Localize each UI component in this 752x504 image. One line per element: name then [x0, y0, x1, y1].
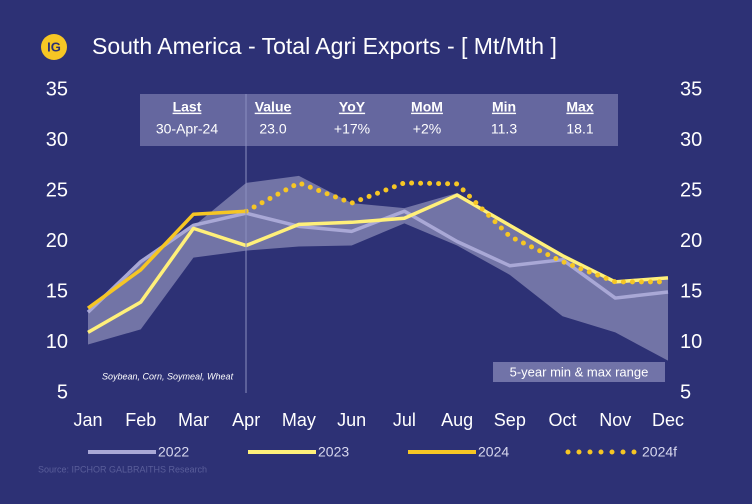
- table-header: Max: [566, 99, 593, 115]
- y-tick-label: 10: [46, 331, 68, 353]
- y2-tick-label: 10: [680, 331, 702, 353]
- x-tick-label: Jul: [393, 410, 416, 430]
- y-tick-label: 30: [46, 129, 68, 151]
- series-line: [86, 209, 247, 310]
- y-tick-label: 20: [46, 230, 68, 252]
- table-cell: 23.0: [259, 121, 286, 137]
- y-tick-label: 35: [46, 78, 68, 100]
- y2-tick-label: 5: [680, 381, 691, 403]
- table-header: MoM: [411, 99, 443, 115]
- annotation: Soybean, Corn, Soymeal, Wheat: [102, 371, 234, 381]
- table-header: Value: [255, 99, 292, 115]
- legend-label: 2024: [478, 444, 509, 460]
- table-cell: +17%: [334, 121, 370, 137]
- table-cell: 30-Apr-24: [156, 121, 218, 137]
- x-tick-label: Apr: [232, 410, 260, 430]
- y-tick-label: 5: [57, 381, 68, 403]
- range-band: [88, 175, 668, 361]
- x-tick-label: Jan: [73, 410, 102, 430]
- y2-tick-label: 15: [680, 280, 702, 302]
- y-tick-label: 15: [46, 280, 68, 302]
- chart-title: South America - Total Agri Exports - [ M…: [92, 33, 557, 59]
- x-tick-label: Dec: [652, 410, 684, 430]
- source: Source: IPCHOR GALBRAITHS Research: [38, 464, 207, 474]
- x-tick-label: Nov: [599, 410, 631, 430]
- y2-tick-label: 30: [680, 129, 702, 151]
- y2-tick-label: 20: [680, 230, 702, 252]
- x-tick-label: Feb: [125, 410, 156, 430]
- table-cell: 11.3: [491, 121, 517, 137]
- band-label-box: [493, 362, 665, 382]
- table-header: Last: [173, 99, 202, 115]
- legend-label: 2022: [158, 444, 189, 460]
- series-line: [87, 193, 669, 334]
- x-tick-label: Mar: [178, 410, 209, 430]
- table-cell: +2%: [413, 121, 441, 137]
- y2-tick-label: 25: [680, 179, 702, 201]
- x-tick-label: Jun: [337, 410, 366, 430]
- logo-circle: [41, 34, 67, 60]
- table-header: YoY: [339, 99, 366, 115]
- x-tick-label: May: [282, 410, 316, 430]
- x-tick-label: Sep: [494, 410, 526, 430]
- summary-box: [140, 94, 618, 146]
- table-header: Min: [492, 99, 516, 115]
- x-tick-label: Oct: [549, 410, 577, 430]
- band-label: 5-year min & max range: [510, 364, 649, 379]
- legend-label: 2023: [318, 444, 349, 460]
- series-line: [243, 180, 671, 285]
- y2-tick-label: 35: [680, 78, 702, 100]
- logo: IG: [47, 39, 61, 54]
- table-cell: 18.1: [566, 121, 593, 137]
- legend-label: 2024f: [642, 444, 677, 460]
- x-tick-label: Aug: [441, 410, 473, 430]
- y-tick-label: 25: [46, 179, 68, 201]
